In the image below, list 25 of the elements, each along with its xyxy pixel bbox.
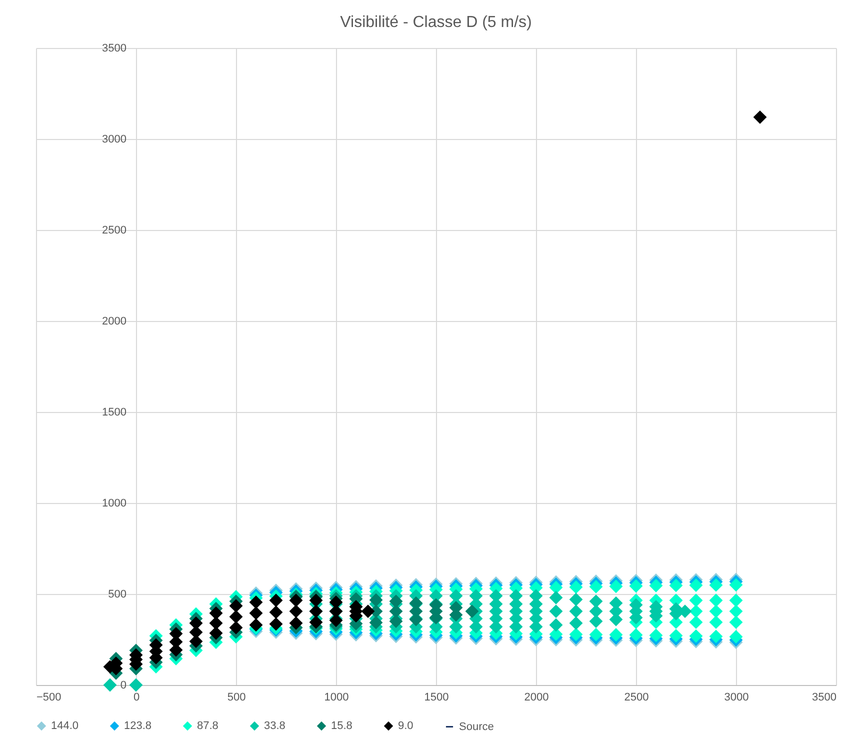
y-tick-label: 1000: [102, 498, 126, 510]
x-tick-label: 3000: [724, 692, 749, 704]
legend-label: 123.8: [124, 720, 152, 732]
x-tick-label: 1000: [324, 692, 349, 704]
y-tick-label: 2500: [102, 224, 126, 236]
y-tick-label: 3500: [102, 42, 126, 54]
x-tick-label: 2500: [624, 692, 649, 704]
x-tick-label: 0: [133, 692, 140, 704]
x-tick-label: 2000: [524, 692, 549, 704]
y-tick-label: 1500: [102, 406, 126, 418]
x-tick-label: 3500: [812, 692, 836, 704]
legend-label: Source: [459, 720, 494, 733]
legend-label: 15.8: [331, 720, 352, 732]
y-tick-label: 500: [108, 588, 126, 600]
y-tick-label: 3000: [102, 134, 126, 146]
chart-title: Visibilité - Classe D (5 m/s): [340, 14, 532, 31]
y-tick-label: 0: [120, 680, 126, 692]
x-tick-label: −500: [36, 692, 62, 704]
x-tick-label: 500: [227, 692, 246, 704]
legend-label: 87.8: [197, 720, 218, 732]
legend-label: 9.0: [398, 720, 414, 732]
x-tick-label: 1500: [424, 692, 449, 704]
legend-label: 144.0: [51, 720, 79, 732]
legend-label: 33.8: [264, 720, 286, 732]
y-tick-label: 2000: [102, 316, 126, 328]
